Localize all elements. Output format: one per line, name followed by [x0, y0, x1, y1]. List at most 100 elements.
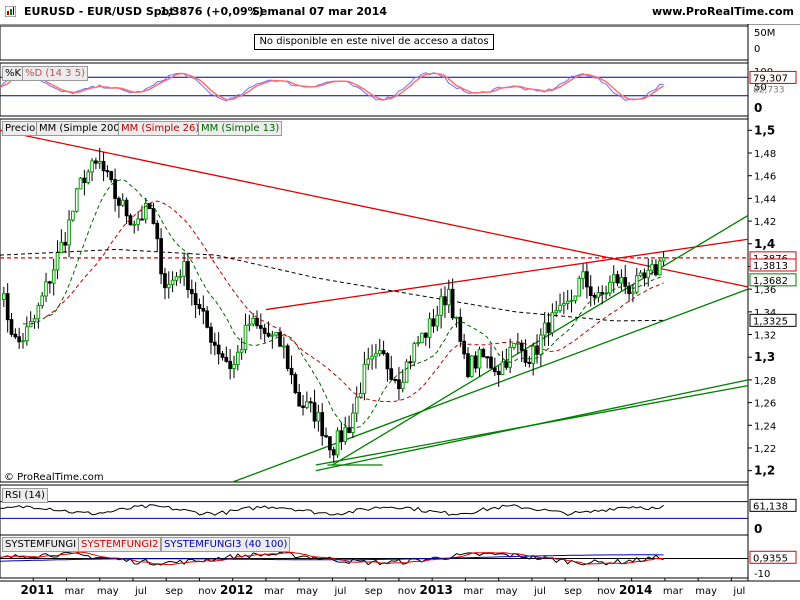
rsi-panel: [0, 484, 749, 536]
candle-body: [235, 351, 240, 365]
stochastic-k-legend[interactable]: %K: [2, 66, 25, 81]
fungi3-legend[interactable]: SYSTEMFUNGI3 (40 100): [161, 537, 291, 552]
trendline-4: [232, 288, 749, 483]
candle-body: [550, 312, 555, 334]
candle-body: [301, 405, 305, 408]
candle-body: [393, 378, 397, 381]
candle-body: [469, 355, 474, 378]
fungi-value-box: [749, 550, 797, 564]
site-link[interactable]: www.ProRealTime.com: [651, 5, 794, 18]
rsi-tick-0: 0: [754, 522, 762, 536]
time-tick-label: may: [695, 586, 717, 597]
fungi1-legend[interactable]: SYSTEMFUNGI: [2, 537, 80, 552]
candle-body: [178, 275, 183, 278]
candle-body: [113, 179, 117, 199]
stoch-tick-50: 50: [754, 83, 767, 94]
time-tick-label: jul: [333, 586, 346, 597]
candle-body: [450, 288, 455, 319]
time-tick-label: mar: [463, 586, 484, 597]
price-tick-label: 1,44: [754, 194, 776, 205]
candle-body: [347, 427, 351, 434]
candle-body: [554, 310, 559, 314]
rsi-legend[interactable]: RSI (14): [2, 488, 48, 503]
price-tick-label: 1,46: [754, 172, 776, 183]
candle-body: [389, 368, 394, 380]
candle-body: [243, 324, 248, 351]
time-tick-label: mar: [264, 586, 285, 597]
candle-body: [565, 300, 570, 304]
candle-body: [546, 322, 551, 334]
candle-body: [159, 238, 163, 275]
candle-body: [251, 317, 256, 325]
candle-body: [577, 277, 582, 297]
candle-body: [274, 332, 279, 336]
candle-body: [25, 326, 29, 342]
candle-body: [462, 340, 466, 355]
time-tick-label: 2012: [220, 583, 253, 597]
fungi2-legend[interactable]: SYSTEMFUNGI2: [78, 537, 162, 552]
candle-body: [205, 310, 209, 328]
price-label-box: [749, 258, 797, 272]
time-tick-label: sep: [365, 586, 383, 597]
candle-body: [59, 241, 64, 254]
price-legend[interactable]: Precio: [2, 121, 39, 136]
candle-body: [585, 271, 589, 288]
candle-body: [166, 283, 171, 289]
candle-body: [492, 367, 497, 373]
candle-body: [642, 272, 647, 279]
time-tick-label: nov: [597, 586, 615, 597]
candle-body: [558, 304, 562, 312]
candle-body: [531, 345, 536, 364]
candle-body: [297, 392, 302, 407]
candle-body: [458, 316, 463, 342]
candle-body: [1, 293, 6, 300]
candle-body: [13, 333, 18, 338]
candle-body: [270, 334, 275, 337]
candle-body: [600, 292, 605, 295]
candle-body: [454, 316, 459, 319]
chart-header: EURUSD - EUR/USD Spot 1,3876 (+0,09%) Se…: [0, 0, 800, 25]
candle-body: [661, 257, 666, 262]
candle-body: [197, 304, 202, 309]
candle-body: [109, 171, 114, 181]
stochastic-d-legend[interactable]: %D (14 3 5): [22, 66, 88, 81]
price-tick-label: 1,32: [754, 331, 776, 342]
candle-body: [485, 356, 490, 359]
candle-body: [90, 160, 94, 173]
candle-body: [523, 349, 528, 363]
candle-body: [120, 199, 125, 206]
candle-body: [44, 281, 48, 297]
time-tick-label: may: [496, 586, 518, 597]
ma200-legend[interactable]: MM (Simple 200): [36, 121, 127, 136]
candle-body: [331, 449, 336, 456]
candle-body: [562, 302, 566, 306]
candle-body: [312, 402, 317, 422]
price-tick-label: 1,3: [754, 350, 775, 364]
candle-body: [293, 374, 298, 394]
candle-body: [189, 289, 194, 295]
candle-body: [289, 367, 294, 376]
candle-body: [21, 340, 25, 343]
candle-body: [224, 356, 229, 362]
candle-body: [151, 208, 156, 224]
candle-body: [627, 285, 631, 295]
ma26-legend[interactable]: MM (Simple 26): [118, 121, 203, 136]
ma26-line: [45, 200, 664, 403]
candle-body: [55, 252, 60, 271]
candle-body: [155, 222, 160, 240]
candle-body: [258, 325, 263, 329]
candle-body: [220, 353, 225, 358]
stoch-value-box: [749, 70, 797, 84]
candle-body: [48, 281, 52, 284]
candle-body: [282, 345, 286, 348]
volume-axis-label: 50M: [754, 28, 775, 39]
candle-body: [124, 199, 129, 217]
candle-body: [239, 349, 244, 353]
candle-body: [163, 273, 167, 289]
candle-body: [17, 336, 22, 343]
candle-body: [535, 345, 539, 355]
ma13-legend[interactable]: MM (Simple 13): [198, 121, 283, 136]
candle-body: [657, 260, 662, 276]
candle-body: [512, 343, 516, 348]
